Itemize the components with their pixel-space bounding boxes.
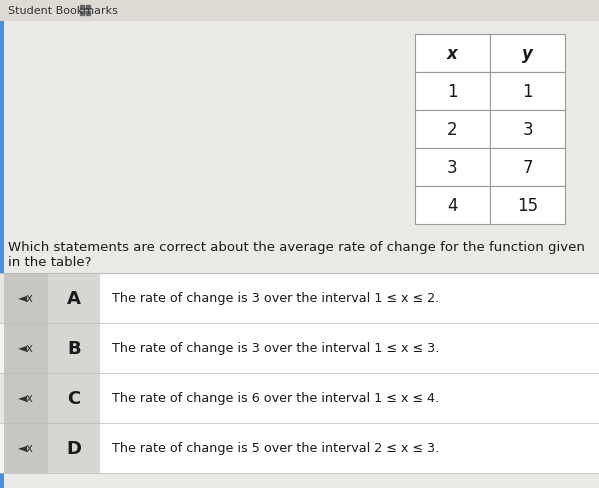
Bar [48, 373, 100, 423]
Text: 15: 15 [517, 197, 538, 215]
Text: The rate of change is 5 over the interval 2 ≤ x ≤ 3.: The rate of change is 5 over the interva… [112, 442, 439, 454]
Text: B: B [67, 339, 81, 357]
Text: C: C [67, 389, 81, 407]
Text: 3: 3 [522, 121, 533, 139]
Text: y: y [522, 45, 533, 63]
Text: x: x [447, 45, 458, 63]
Text: ◄x: ◄x [18, 442, 34, 454]
Text: Which statements are correct about the average rate of change for the function g: Which statements are correct about the a… [8, 241, 585, 268]
Bar [100, 324, 599, 373]
Bar [0, 373, 599, 423]
Bar [490, 186, 565, 224]
Bar [100, 273, 599, 324]
Text: D: D [66, 439, 81, 457]
Bar [48, 423, 100, 473]
Text: 3: 3 [447, 159, 458, 177]
Text: The rate of change is 3 over the interval 1 ≤ x ≤ 2.: The rate of change is 3 over the interva… [112, 292, 439, 305]
Bar [48, 324, 100, 373]
Bar [415, 35, 490, 73]
Text: 4: 4 [447, 197, 458, 215]
Bar [4, 324, 48, 373]
Text: 7: 7 [522, 159, 533, 177]
Bar [100, 423, 599, 473]
Bar [0, 22, 4, 488]
Bar [100, 373, 599, 423]
Text: 2: 2 [447, 121, 458, 139]
Bar [490, 73, 565, 111]
Bar [48, 273, 100, 324]
Bar [415, 149, 490, 186]
Text: The rate of change is 3 over the interval 1 ≤ x ≤ 3.: The rate of change is 3 over the interva… [112, 342, 440, 355]
Text: ◄x: ◄x [18, 342, 34, 355]
Text: ◄x: ◄x [18, 292, 34, 305]
Text: The rate of change is 6 over the interval 1 ≤ x ≤ 4.: The rate of change is 6 over the interva… [112, 392, 439, 405]
Bar [415, 111, 490, 149]
Bar [490, 111, 565, 149]
Bar [4, 273, 48, 324]
Text: 1: 1 [522, 83, 533, 101]
Bar [4, 423, 48, 473]
Text: A: A [67, 289, 81, 307]
Bar [0, 324, 599, 373]
Text: ◄x: ◄x [18, 392, 34, 405]
Bar [415, 186, 490, 224]
Bar [490, 149, 565, 186]
Bar [490, 35, 565, 73]
Bar [0, 423, 599, 473]
Bar [0, 273, 599, 324]
Bar [0, 0, 599, 22]
Text: Student Bookmarks: Student Bookmarks [8, 6, 118, 16]
Text: 1: 1 [447, 83, 458, 101]
Bar [4, 373, 48, 423]
Bar [415, 73, 490, 111]
